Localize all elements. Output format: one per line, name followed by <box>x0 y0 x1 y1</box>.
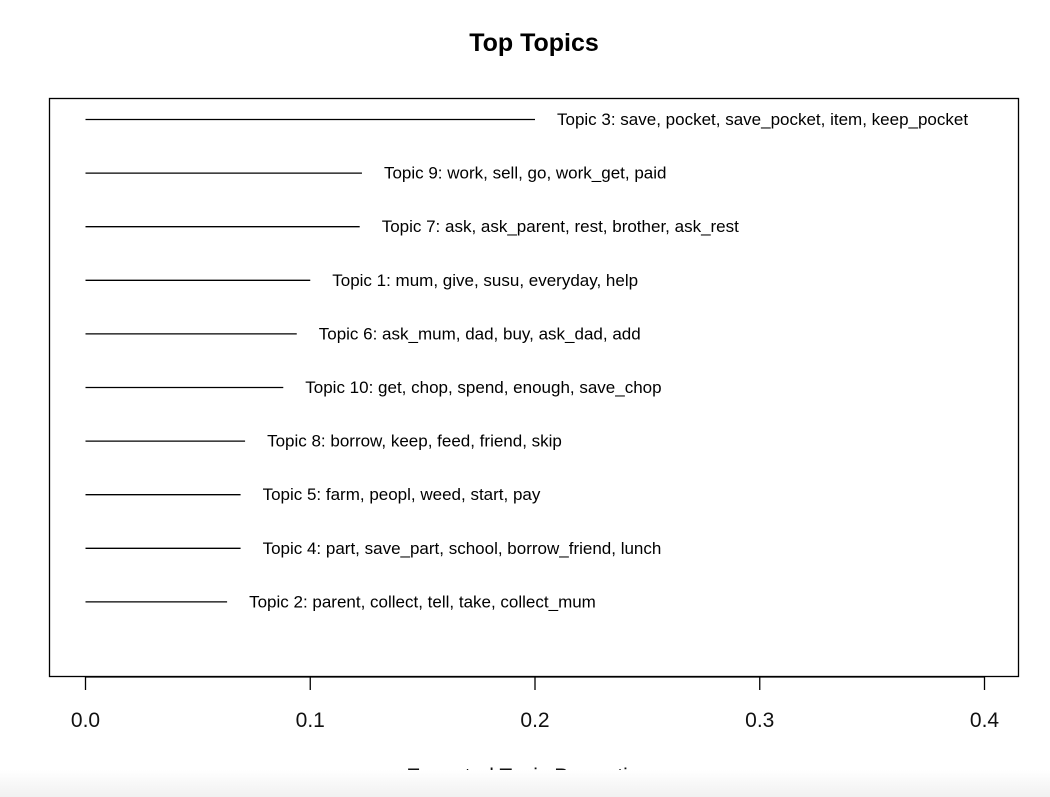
x-axis-label: Expected Topic Proportions <box>406 765 661 788</box>
topic-label: Topic 7: ask, ask_parent, rest, brother,… <box>382 217 739 236</box>
chart-title: Top Topics <box>469 29 599 57</box>
topic-labels-layer: Topic 3: save, pocket, save_pocket, item… <box>249 110 968 611</box>
x-tick-label: 0.0 <box>71 709 100 732</box>
topic-label: Topic 2: parent, collect, tell, take, co… <box>249 592 596 611</box>
topic-label: Topic 4: part, save_part, school, borrow… <box>263 539 662 558</box>
x-axis: 0.0 0.1 0.2 0.3 0.4 <box>71 676 1000 732</box>
x-tick-label: 0.4 <box>970 709 1000 732</box>
bars-layer <box>85 118 535 603</box>
topic-label: Topic 6: ask_mum, dad, buy, ask_dad, add <box>319 324 641 343</box>
topic-label: Topic 3: save, pocket, save_pocket, item… <box>557 110 968 129</box>
topic-label: Topic 5: farm, peopl, weed, start, pay <box>263 485 541 504</box>
topic-label: Topic 9: work, sell, go, work_get, paid <box>384 164 667 183</box>
topic-label: Topic 1: mum, give, susu, everyday, help <box>332 271 638 290</box>
x-tick-label: 0.2 <box>520 709 549 732</box>
x-tick-label: 0.1 <box>296 709 325 732</box>
topic-label: Topic 8: borrow, keep, feed, friend, ski… <box>267 432 562 451</box>
topic-label: Topic 10: get, chop, spend, enough, save… <box>305 378 661 397</box>
x-tick-label: 0.3 <box>745 709 774 732</box>
